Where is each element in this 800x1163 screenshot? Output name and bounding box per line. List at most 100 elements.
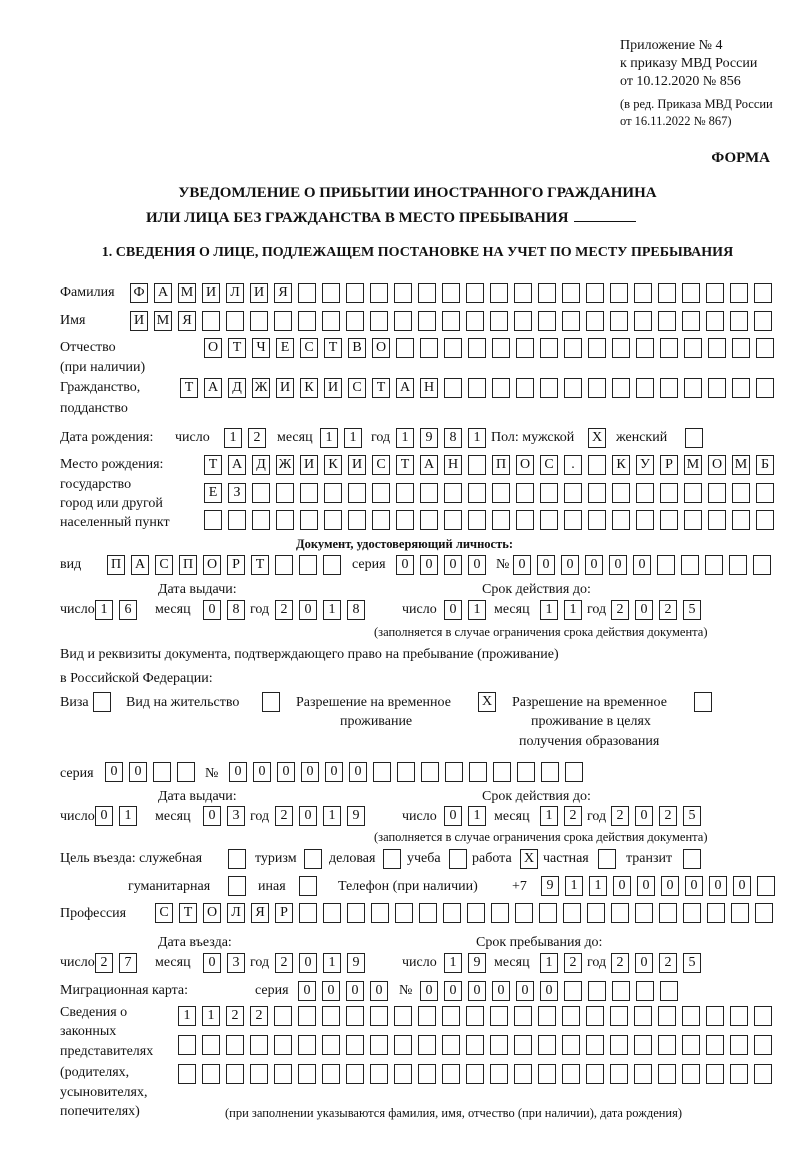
char-box-patronymic[interactable] <box>636 338 654 358</box>
char-box-reps1[interactable] <box>754 1006 772 1026</box>
char-box-surname[interactable] <box>490 283 508 303</box>
char-box-reps3[interactable] <box>250 1064 268 1084</box>
char-box-citizenship[interactable]: И <box>324 378 342 398</box>
char-box-birthplace3[interactable] <box>636 510 654 530</box>
char-box-id-kind[interactable]: П <box>179 555 197 575</box>
char-box-birthplace2[interactable] <box>564 483 582 503</box>
char-box-profession[interactable] <box>731 903 749 923</box>
char-box-phone[interactable]: 0 <box>637 876 655 896</box>
char-box-id-number[interactable]: 0 <box>585 555 603 575</box>
char-box-name[interactable] <box>658 311 676 331</box>
char-box-mc-series[interactable]: 0 <box>370 981 388 1001</box>
char-box-name[interactable] <box>418 311 436 331</box>
char-box-surname[interactable]: И <box>250 283 268 303</box>
char-box-reps2[interactable] <box>466 1035 484 1055</box>
char-box-reps1[interactable] <box>322 1006 340 1026</box>
char-box-stay-series[interactable]: 0 <box>105 762 123 782</box>
char-box-reps1[interactable] <box>586 1006 604 1026</box>
char-box-reps3[interactable] <box>202 1064 220 1084</box>
char-box-id-kind[interactable]: А <box>131 555 149 575</box>
char-box-mc-number[interactable]: 0 <box>540 981 558 1001</box>
char-box-stay-valid-day[interactable]: 1 <box>468 806 486 826</box>
char-box-citizenship[interactable] <box>612 378 630 398</box>
checkbox-visa[interactable] <box>93 692 111 712</box>
char-box-id-kind[interactable]: Т <box>251 555 269 575</box>
char-box-mc-series[interactable]: 0 <box>298 981 316 1001</box>
char-box-birthplace2[interactable] <box>540 483 558 503</box>
char-box-mc-number[interactable] <box>564 981 582 1001</box>
char-box-stay-year[interactable]: 2 <box>659 953 677 973</box>
char-box-id-kind[interactable] <box>299 555 317 575</box>
char-box-reps1[interactable] <box>490 1006 508 1026</box>
char-box-birthplace2[interactable]: З <box>228 483 246 503</box>
char-box-birthplace1[interactable]: О <box>516 455 534 475</box>
char-box-id-valid-day[interactable]: 0 <box>444 600 462 620</box>
char-box-name[interactable]: И <box>130 311 148 331</box>
char-box-phone[interactable]: 0 <box>661 876 679 896</box>
char-box-stay-valid-year[interactable]: 0 <box>635 806 653 826</box>
char-box-birthplace2[interactable] <box>252 483 270 503</box>
char-box-birthplace2[interactable] <box>612 483 630 503</box>
char-box-phone[interactable]: 0 <box>685 876 703 896</box>
checkbox-p-service[interactable] <box>228 849 246 869</box>
char-box-phone[interactable]: 1 <box>589 876 607 896</box>
char-box-birthplace1[interactable]: У <box>636 455 654 475</box>
char-box-id-series[interactable]: 0 <box>468 555 486 575</box>
char-box-citizenship[interactable] <box>684 378 702 398</box>
char-box-surname[interactable] <box>754 283 772 303</box>
char-box-phone[interactable]: 0 <box>613 876 631 896</box>
char-box-patronymic[interactable] <box>468 338 486 358</box>
char-box-birthplace2[interactable] <box>492 483 510 503</box>
char-box-stay-issue-year[interactable]: 1 <box>323 806 341 826</box>
char-box-birthplace1[interactable]: Ж <box>276 455 294 475</box>
char-box-birthplace3[interactable] <box>708 510 726 530</box>
char-box-name[interactable] <box>274 311 292 331</box>
char-box-birthplace1[interactable]: Т <box>204 455 222 475</box>
char-box-citizenship[interactable] <box>468 378 486 398</box>
char-box-patronymic[interactable]: О <box>372 338 390 358</box>
char-box-birthplace3[interactable] <box>324 510 342 530</box>
char-box-reps2[interactable] <box>202 1035 220 1055</box>
char-box-entry-year[interactable]: 9 <box>347 953 365 973</box>
char-box-profession[interactable] <box>683 903 701 923</box>
char-box-reps2[interactable] <box>418 1035 436 1055</box>
char-box-profession[interactable] <box>515 903 533 923</box>
char-box-reps1[interactable] <box>346 1006 364 1026</box>
checkbox-p-business[interactable] <box>383 849 401 869</box>
char-box-mc-number[interactable] <box>588 981 606 1001</box>
char-box-patronymic[interactable]: С <box>300 338 318 358</box>
char-box-patronymic[interactable] <box>516 338 534 358</box>
char-box-birth-year[interactable]: 1 <box>468 428 486 448</box>
char-box-reps1[interactable]: 2 <box>226 1006 244 1026</box>
char-box-reps2[interactable] <box>634 1035 652 1055</box>
char-box-profession[interactable] <box>371 903 389 923</box>
char-box-profession[interactable] <box>299 903 317 923</box>
char-box-reps2[interactable] <box>394 1035 412 1055</box>
char-box-mc-number[interactable]: 0 <box>516 981 534 1001</box>
char-box-birthplace2[interactable] <box>684 483 702 503</box>
char-box-birthplace2[interactable] <box>444 483 462 503</box>
char-box-reps1[interactable] <box>274 1006 292 1026</box>
char-box-reps2[interactable] <box>274 1035 292 1055</box>
char-box-entry-year[interactable]: 1 <box>323 953 341 973</box>
char-box-citizenship[interactable]: Т <box>372 378 390 398</box>
char-box-reps2[interactable] <box>250 1035 268 1055</box>
char-box-id-issue-day[interactable]: 1 <box>95 600 113 620</box>
char-box-birthplace3[interactable] <box>444 510 462 530</box>
char-box-reps1[interactable] <box>682 1006 700 1026</box>
char-box-profession[interactable] <box>659 903 677 923</box>
char-box-profession[interactable]: С <box>155 903 173 923</box>
char-box-stay-valid-year[interactable]: 2 <box>659 806 677 826</box>
char-box-name[interactable] <box>442 311 460 331</box>
char-box-stay-year[interactable]: 0 <box>635 953 653 973</box>
char-box-reps2[interactable] <box>298 1035 316 1055</box>
char-box-mc-series[interactable]: 0 <box>346 981 364 1001</box>
char-box-id-issue-year[interactable]: 8 <box>347 600 365 620</box>
char-box-reps1[interactable] <box>298 1006 316 1026</box>
char-box-id-kind[interactable] <box>323 555 341 575</box>
char-box-surname[interactable]: Ф <box>130 283 148 303</box>
char-box-patronymic[interactable] <box>684 338 702 358</box>
char-box-reps3[interactable] <box>754 1064 772 1084</box>
char-box-birthplace3[interactable] <box>612 510 630 530</box>
checkbox-p-work[interactable]: X <box>520 849 538 869</box>
